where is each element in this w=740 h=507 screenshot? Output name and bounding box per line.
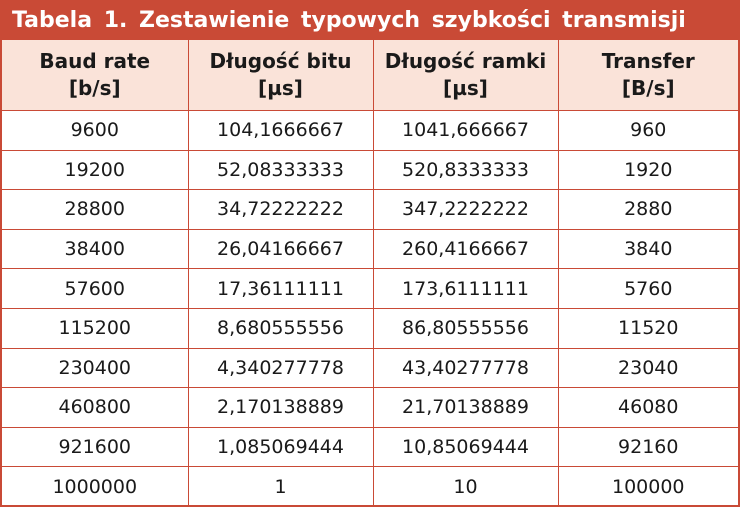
cell-frame-length: 10,85069444 <box>372 426 559 468</box>
cell-baud-rate: 460800 <box>2 387 189 428</box>
cell-bit-length: 1 <box>187 466 374 506</box>
header-transfer: Transfer [B/s] <box>557 40 738 111</box>
table-row: 921600 1,085069444 10,85069444 92160 <box>2 426 738 468</box>
table-body: 9600 104,1666667 1041,666667 960 19200 52,083… <box>2 110 738 506</box>
cell-baud-rate: 19200 <box>2 149 189 191</box>
cell-frame-length: 10 <box>372 466 559 506</box>
cell-baud-rate: 115200 <box>2 307 189 349</box>
cell-transfer: 960 <box>557 110 738 151</box>
header-label: Transfer <box>601 49 695 73</box>
table-row: 460800 2,170138889 21,70138889 46080 <box>2 387 738 428</box>
header-unit: [B/s] <box>621 76 675 100</box>
cell-frame-length: 520,8333333 <box>372 149 559 191</box>
table-row: 1000000 1 10 100000 <box>2 466 738 506</box>
header-label: Baud rate <box>39 49 151 73</box>
table-row: 19200 52,08333333 520,8333333 1920 <box>2 149 738 191</box>
table-row: 9600 104,1666667 1041,666667 960 <box>2 110 738 151</box>
cell-transfer: 2880 <box>557 189 738 230</box>
cell-frame-length: 1041,666667 <box>372 110 559 151</box>
header-frame-length: Długość ramki [µs] <box>372 40 559 111</box>
cell-transfer: 1920 <box>557 149 738 191</box>
table-row: 230400 4,340277778 43,40277778 23040 <box>2 347 738 389</box>
header-unit: [b/s] <box>68 76 121 100</box>
header-unit: [µs] <box>443 76 488 100</box>
cell-bit-length: 34,72222222 <box>187 189 374 230</box>
cell-baud-rate: 921600 <box>2 426 189 468</box>
cell-baud-rate: 28800 <box>2 189 189 230</box>
header-row: Baud rate [b/s] Długość bitu [µs] Długoś… <box>2 40 738 111</box>
cell-transfer: 11520 <box>557 307 738 349</box>
header-unit: [µs] <box>258 76 303 100</box>
cell-baud-rate: 230400 <box>2 347 189 389</box>
cell-transfer: 92160 <box>557 426 738 468</box>
header-label: Długość bitu <box>209 49 352 73</box>
cell-frame-length: 21,70138889 <box>372 387 559 428</box>
cell-transfer: 23040 <box>557 347 738 389</box>
baud-rate-table: Baud rate [b/s] Długość bitu [µs] Długoś… <box>2 40 738 506</box>
table-title: Tabela 1. Zestawienie typowych szybkości… <box>2 2 738 40</box>
cell-baud-rate: 38400 <box>2 228 189 270</box>
cell-frame-length: 260,4166667 <box>372 228 559 270</box>
table-row: 38400 26,04166667 260,4166667 3840 <box>2 228 738 270</box>
cell-baud-rate: 57600 <box>2 268 189 309</box>
table-row: 115200 8,680555556 86,80555556 11520 <box>2 307 738 349</box>
cell-baud-rate: 9600 <box>2 110 189 151</box>
cell-frame-length: 43,40277778 <box>372 347 559 389</box>
table-header: Baud rate [b/s] Długość bitu [µs] Długoś… <box>2 40 738 111</box>
cell-transfer: 3840 <box>557 228 738 270</box>
cell-bit-length: 104,1666667 <box>187 110 374 151</box>
cell-bit-length: 26,04166667 <box>187 228 374 270</box>
table-row: 57600 17,36111111 173,6111111 5760 <box>2 268 738 309</box>
cell-bit-length: 17,36111111 <box>187 268 374 309</box>
cell-bit-length: 52,08333333 <box>187 149 374 191</box>
cell-bit-length: 2,170138889 <box>187 387 374 428</box>
header-label: Długość ramki <box>384 49 547 73</box>
header-bit-length: Długość bitu [µs] <box>187 40 374 111</box>
cell-transfer: 5760 <box>557 268 738 309</box>
cell-bit-length: 8,680555556 <box>187 307 374 349</box>
cell-frame-length: 86,80555556 <box>372 307 559 349</box>
cell-transfer: 46080 <box>557 387 738 428</box>
cell-baud-rate: 1000000 <box>2 466 189 506</box>
cell-transfer: 100000 <box>557 466 738 506</box>
cell-frame-length: 347,2222222 <box>372 189 559 230</box>
table-row: 28800 34,72222222 347,2222222 2880 <box>2 189 738 230</box>
header-baud-rate: Baud rate [b/s] <box>2 40 189 111</box>
cell-frame-length: 173,6111111 <box>372 268 559 309</box>
cell-bit-length: 4,340277778 <box>187 347 374 389</box>
cell-bit-length: 1,085069444 <box>187 426 374 468</box>
